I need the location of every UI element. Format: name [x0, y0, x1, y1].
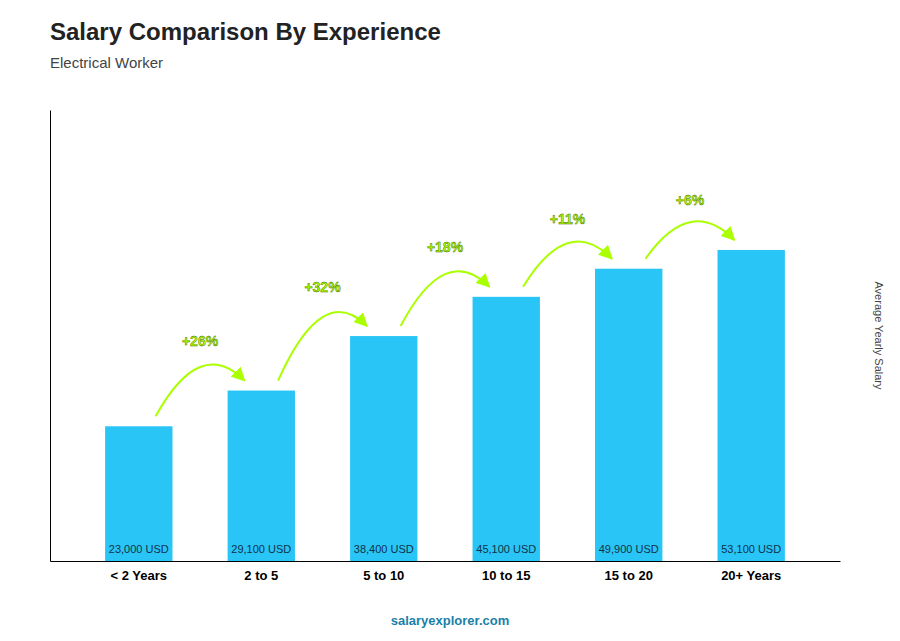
x-tick: 5 to 10	[363, 568, 404, 583]
data-label: 23,000 USD	[109, 543, 169, 555]
bars	[105, 250, 785, 561]
x-tick: < 2 Years	[111, 568, 168, 583]
x-tick-label: 20+ Years	[721, 568, 781, 583]
x-tick-label: 5 to 10	[363, 568, 404, 583]
footer: salaryexplorer.com	[391, 613, 510, 628]
title: Salary Comparison By Experience	[50, 18, 441, 45]
x-tick-label: 10 to 15	[482, 568, 530, 583]
bar	[105, 426, 172, 561]
annotation-arrow	[646, 221, 735, 258]
annotation: +6%	[676, 192, 705, 208]
x-tick-label: < 2 Years	[111, 568, 168, 583]
x-tick: 2 to 5	[244, 568, 278, 583]
annotation-arrow	[156, 364, 245, 416]
subtitle: Electrical Worker	[50, 54, 163, 71]
bar	[718, 250, 785, 561]
annotation-arrow	[523, 242, 612, 287]
data-label: 29,100 USD	[231, 543, 291, 555]
x-tick: 20+ Years	[721, 568, 781, 583]
y-axis-line	[50, 111, 51, 562]
bar	[350, 336, 417, 561]
annotation-arrow	[278, 312, 367, 380]
data-label: 53,100 USD	[721, 543, 781, 555]
annotation: +11%	[550, 211, 586, 227]
x-tick: 10 to 15	[482, 568, 530, 583]
data-labels: 23,000 USD 29,100 USD 38,400 USD 45,100 USD…	[109, 543, 781, 555]
chart: < 2 Years 2 to 5 5 to 10 10 to 15 15 to 20 20…	[0, 0, 900, 641]
data-label: 49,900 USD	[599, 543, 659, 555]
x-tick-label: 15 to 20	[605, 568, 653, 583]
annotations: +26% +32% +18% +11% +6%	[156, 192, 735, 416]
data-label: 38,400 USD	[354, 543, 414, 555]
bar	[473, 297, 540, 561]
plot-area: < 2 Years 2 to 5 5 to 10 10 to 15 15 to 20 20…	[51, 111, 841, 584]
annotation: +26%	[182, 333, 219, 349]
y-axis	[50, 111, 51, 562]
annotation: +32%	[304, 279, 341, 295]
bar	[228, 391, 295, 561]
x-axis: < 2 Years 2 to 5 5 to 10 10 to 15 15 to 20 20…	[51, 562, 841, 584]
annotation: +18%	[427, 239, 464, 255]
x-tick: 15 to 20	[605, 568, 653, 583]
y-axis-title: Average Yearly Salary	[873, 281, 885, 390]
x-tick-label: 2 to 5	[244, 568, 278, 583]
data-label: 45,100 USD	[476, 543, 536, 555]
x-axis-line	[51, 561, 841, 562]
bar	[595, 269, 662, 561]
annotation-arrow	[401, 271, 490, 326]
